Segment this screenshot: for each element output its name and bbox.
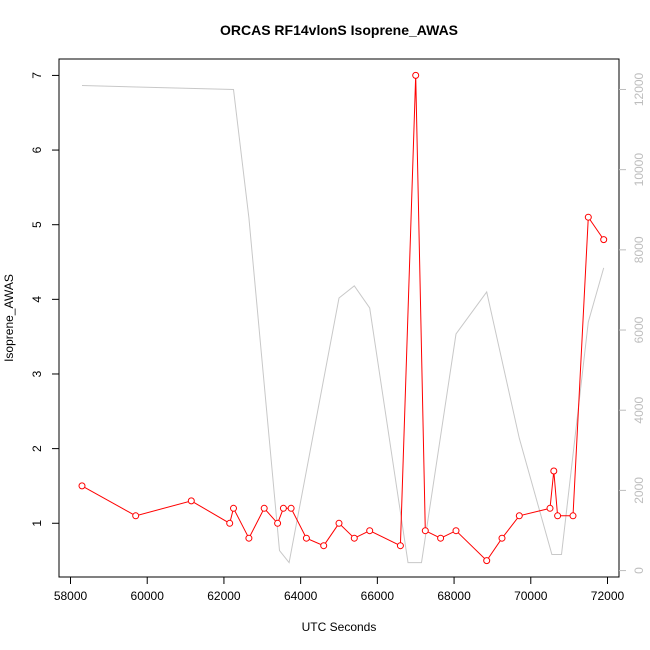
y-tick-label: 4	[30, 296, 44, 303]
y-tick-label: 2	[30, 445, 44, 452]
data-point	[498, 534, 506, 542]
data-point	[421, 527, 429, 535]
data-point	[366, 527, 374, 535]
data-point	[279, 504, 287, 512]
y2-tick-label: 12000	[632, 72, 646, 106]
chart-title: ORCAS RF14vlonS Isoprene_AWAS	[220, 22, 458, 38]
y2-tick-label: 10000	[632, 153, 646, 187]
plot-frame	[58, 58, 620, 578]
data-point	[230, 504, 237, 512]
data-point	[260, 504, 268, 512]
x-tick-label: 62000	[207, 589, 241, 603]
data-point	[452, 527, 460, 535]
data-point	[245, 534, 253, 542]
data-point	[584, 213, 592, 221]
y2-axis: 0 2000 4000 6000 8000 10000 12000	[619, 72, 646, 574]
y-tick-label: 6	[30, 146, 44, 153]
series-line-secondary	[81, 85, 605, 564]
data-point	[226, 519, 234, 527]
y-tick-label: 3	[30, 370, 44, 377]
y2-tick-label: 6000	[632, 316, 646, 343]
y2-tick-label: 2000	[632, 477, 646, 504]
y-axis: 1 2 3 4 5 6 7	[30, 72, 59, 527]
data-point	[302, 534, 310, 542]
data-point	[350, 534, 358, 542]
data-point	[412, 71, 420, 79]
data-point	[78, 482, 86, 490]
x-tick-label: 64000	[284, 589, 318, 603]
data-point	[569, 512, 577, 520]
data-point	[483, 557, 491, 565]
data-point	[437, 534, 445, 542]
y-tick-label: 1	[30, 520, 44, 527]
data-point	[600, 236, 608, 244]
series-line-primary	[81, 75, 605, 562]
data-point	[515, 512, 523, 520]
x-tick-label: 58000	[54, 589, 88, 603]
data-point	[546, 504, 554, 512]
x-tick-label: 68000	[437, 589, 471, 603]
y2-tick-label: 0	[632, 567, 646, 574]
data-point	[320, 542, 328, 550]
data-point	[396, 542, 404, 550]
data-point	[187, 497, 195, 505]
y-axis-title: Isoprene_AWAS	[2, 274, 16, 362]
y2-tick-label: 8000	[632, 236, 646, 263]
x-tick-label: 72000	[591, 589, 625, 603]
y-tick-label: 5	[30, 221, 44, 228]
series-layer	[78, 71, 608, 565]
x-axis-title: UTC Seconds	[302, 620, 377, 634]
data-point	[287, 504, 295, 512]
x-tick-label: 66000	[361, 589, 395, 603]
data-point	[132, 512, 140, 520]
x-tick-label: 60000	[131, 589, 165, 603]
x-tick-label: 70000	[514, 589, 548, 603]
y2-tick-label: 4000	[632, 397, 646, 424]
data-point	[335, 519, 343, 527]
data-point	[274, 519, 282, 527]
x-axis: 58000 60000 62000 64000 66000 68000 70000 72000	[54, 577, 625, 603]
data-point	[550, 467, 558, 475]
y-tick-label: 7	[30, 72, 44, 79]
data-point	[554, 512, 562, 520]
